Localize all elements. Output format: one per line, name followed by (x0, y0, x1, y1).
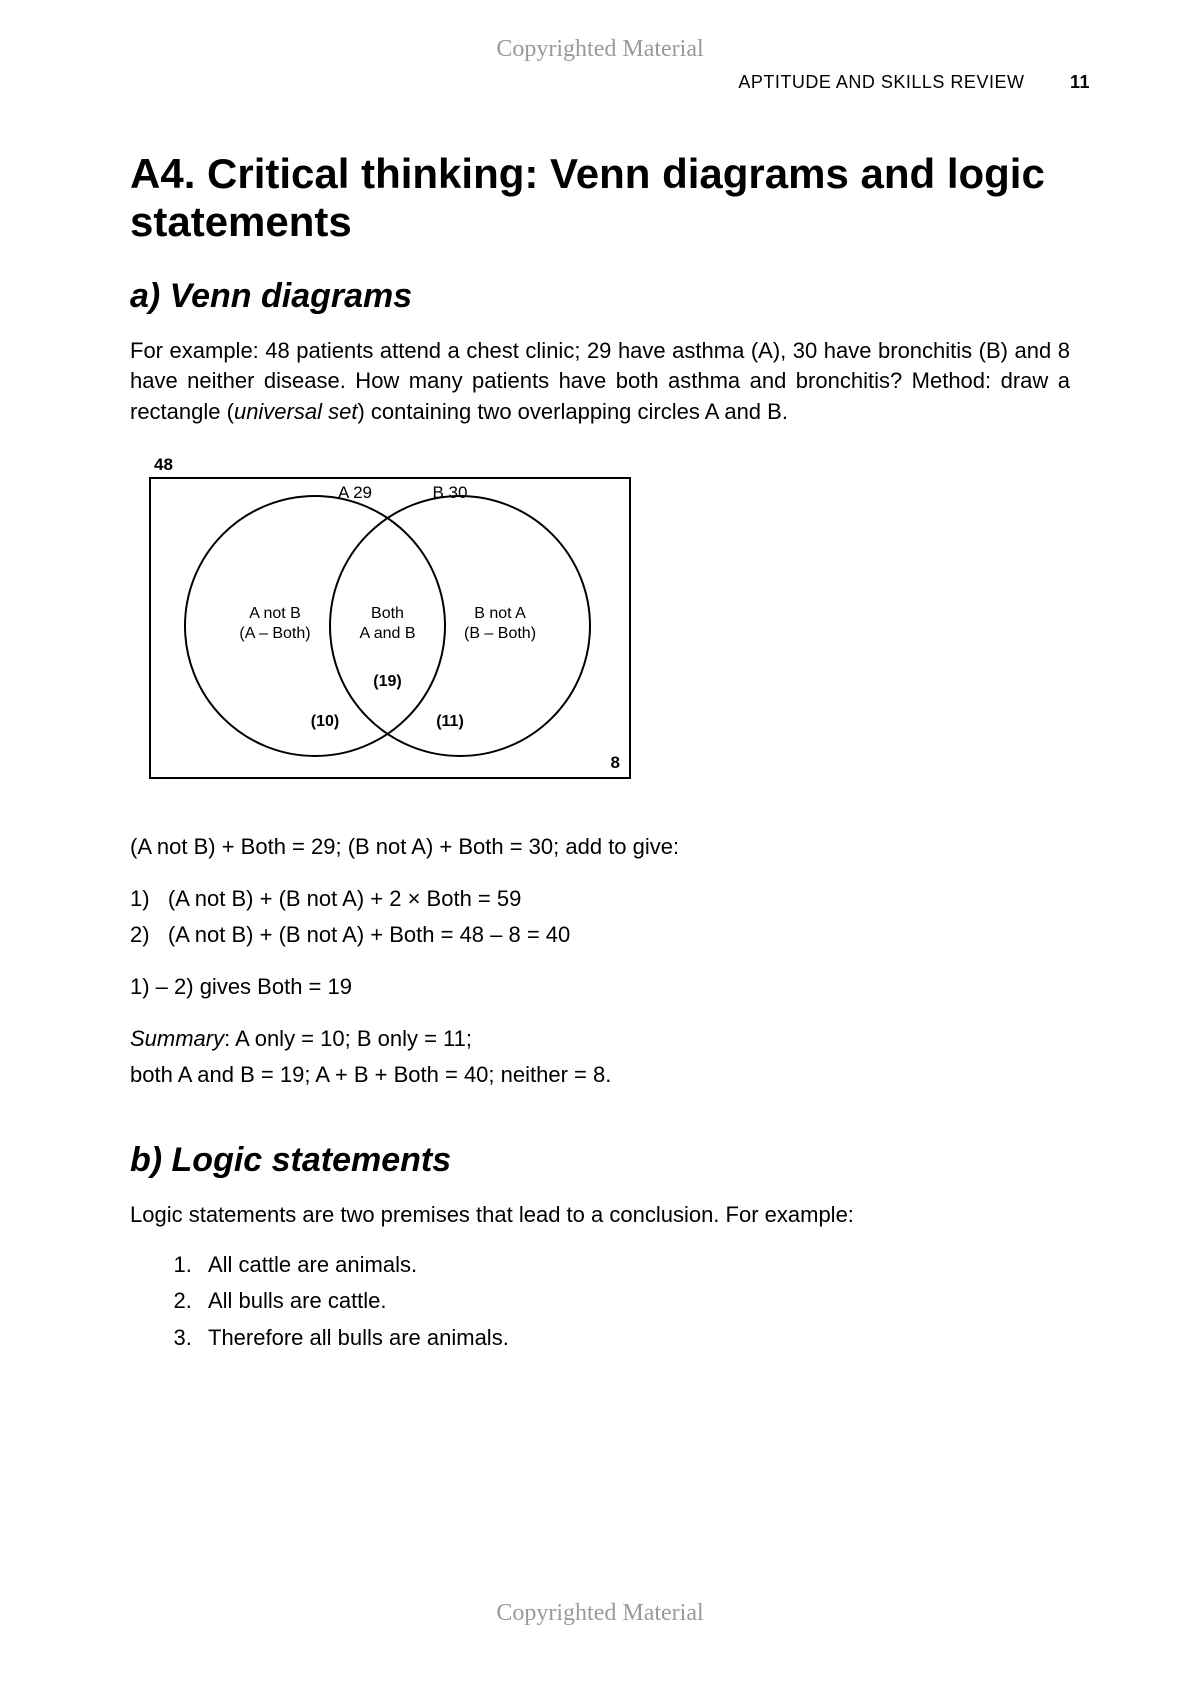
section-a-intro: For example: 48 patients attend a chest … (130, 336, 1070, 428)
svg-text:(B – Both): (B – Both) (464, 625, 536, 642)
worked-summary-2: both A and B = 19; A + B + Both = 40; ne… (130, 1058, 1070, 1092)
venn-svg: 48 A 29 B 30 A not B (A – Both) (10) Both A and… (130, 446, 650, 791)
worked-step-2: 2) (A not B) + (B not A) + Both = 48 – 8… (130, 918, 1070, 952)
logic-item-1: All cattle are animals. (198, 1248, 1070, 1282)
copyright-bottom: Copyrighted Material (0, 1600, 1200, 1627)
step-2-num: 2) (130, 922, 150, 947)
logic-item-2: All bulls are cattle. (198, 1284, 1070, 1318)
intro-text-after: ) containing two overlapping circles A a… (357, 399, 787, 424)
copyright-top: Copyrighted Material (0, 36, 1200, 63)
venn-diagram: 48 A 29 B 30 A not B (A – Both) (10) Both A and… (130, 446, 1070, 796)
svg-text:(11): (11) (436, 713, 464, 730)
svg-text:(10): (10) (311, 713, 339, 730)
subsection-a-heading: a) Venn diagrams (130, 277, 1070, 316)
step-1-num: 1) (130, 886, 150, 911)
svg-text:A and B: A and B (359, 625, 415, 642)
step-2-text: (A not B) + (B not A) + Both = 48 – 8 = … (168, 922, 570, 947)
svg-text:A not B: A not B (249, 605, 301, 622)
worked-step-1: 1) (A not B) + (B not A) + 2 × Both = 59 (130, 882, 1070, 916)
summary-rest-1: : A only = 10; B only = 11; (224, 1026, 472, 1051)
page: Copyrighted Material Copyrighted Materia… (0, 0, 1200, 1697)
step-1-text: (A not B) + (B not A) + 2 × Both = 59 (168, 886, 521, 911)
worked-result: 1) – 2) gives Both = 19 (130, 970, 1070, 1004)
svg-text:B not A: B not A (474, 605, 526, 622)
svg-text:B 30: B 30 (433, 483, 468, 502)
svg-text:8: 8 (611, 753, 620, 772)
running-head: APTITUDE AND SKILLS REVIEW 11 (738, 72, 1090, 93)
page-number: 11 (1070, 72, 1090, 92)
logic-list: All cattle are animals. All bulls are ca… (130, 1248, 1070, 1354)
intro-italic: universal set (234, 399, 358, 424)
svg-text:A 29: A 29 (338, 483, 372, 502)
section-b-intro: Logic statements are two premises that l… (130, 1200, 1070, 1231)
running-title: APTITUDE AND SKILLS REVIEW (738, 72, 1024, 92)
page-title: A4. Critical thinking: Venn diagrams and… (130, 150, 1070, 247)
svg-text:Both: Both (371, 605, 404, 622)
worked-solution: (A not B) + Both = 29; (B not A) + Both … (130, 830, 1070, 1093)
svg-text:(19): (19) (373, 673, 401, 690)
subsection-b-heading: b) Logic statements (130, 1141, 1070, 1180)
svg-text:48: 48 (154, 455, 173, 474)
worked-line-0: (A not B) + Both = 29; (B not A) + Both … (130, 830, 1070, 864)
worked-summary-1: Summary: A only = 10; B only = 11; (130, 1022, 1070, 1056)
summary-label: Summary (130, 1026, 224, 1051)
svg-text:(A – Both): (A – Both) (239, 625, 310, 642)
logic-item-3: Therefore all bulls are animals. (198, 1321, 1070, 1355)
